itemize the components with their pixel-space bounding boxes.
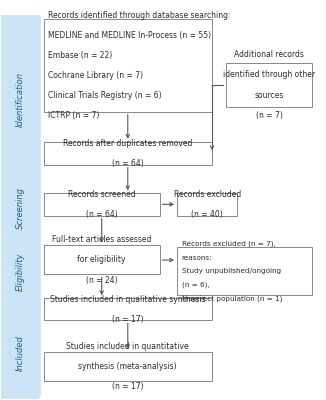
Text: Records excluded (n = 7),
 
reasons:
 
Study unpublished/ongoing
 
(n = 6),
 
In: Records excluded (n = 7), reasons: Study…	[182, 241, 282, 302]
FancyBboxPatch shape	[1, 11, 40, 188]
FancyBboxPatch shape	[44, 352, 212, 381]
Text: Screening: Screening	[16, 187, 25, 229]
FancyBboxPatch shape	[44, 20, 212, 112]
FancyBboxPatch shape	[44, 193, 159, 216]
Text: Studies included in quantitative
 
synthesis (meta-analysis)
 
(n = 17): Studies included in quantitative synthes…	[67, 342, 189, 391]
Text: Full-text articles assessed
 
for eligibility
 
(n = 24): Full-text articles assessed for eligibil…	[52, 235, 151, 284]
FancyBboxPatch shape	[44, 246, 159, 274]
FancyBboxPatch shape	[226, 63, 312, 107]
FancyBboxPatch shape	[177, 193, 237, 216]
Text: Studies included in qualitative synthesis
 
(n = 17): Studies included in qualitative synthesi…	[50, 295, 205, 324]
Text: Eligibility: Eligibility	[16, 252, 25, 291]
Text: Records identified through database searching:
 
MEDLINE and MEDLINE In-Process : Records identified through database sear…	[48, 11, 231, 120]
FancyBboxPatch shape	[1, 306, 40, 399]
Text: Additional records
 
identified through other
 
sources
 
(n = 7): Additional records identified through ot…	[223, 50, 315, 120]
Text: Records screened
 
(n = 64): Records screened (n = 64)	[68, 190, 135, 219]
Text: Records after duplicates removed
 
(n = 64): Records after duplicates removed (n = 64…	[63, 139, 192, 168]
FancyBboxPatch shape	[44, 142, 212, 165]
FancyBboxPatch shape	[1, 179, 40, 238]
Text: Identification: Identification	[16, 72, 25, 127]
FancyBboxPatch shape	[44, 298, 212, 320]
FancyBboxPatch shape	[1, 229, 40, 315]
Text: Records excluded
 
(n = 40): Records excluded (n = 40)	[173, 190, 241, 219]
Text: Included: Included	[16, 335, 25, 370]
FancyBboxPatch shape	[177, 248, 312, 296]
